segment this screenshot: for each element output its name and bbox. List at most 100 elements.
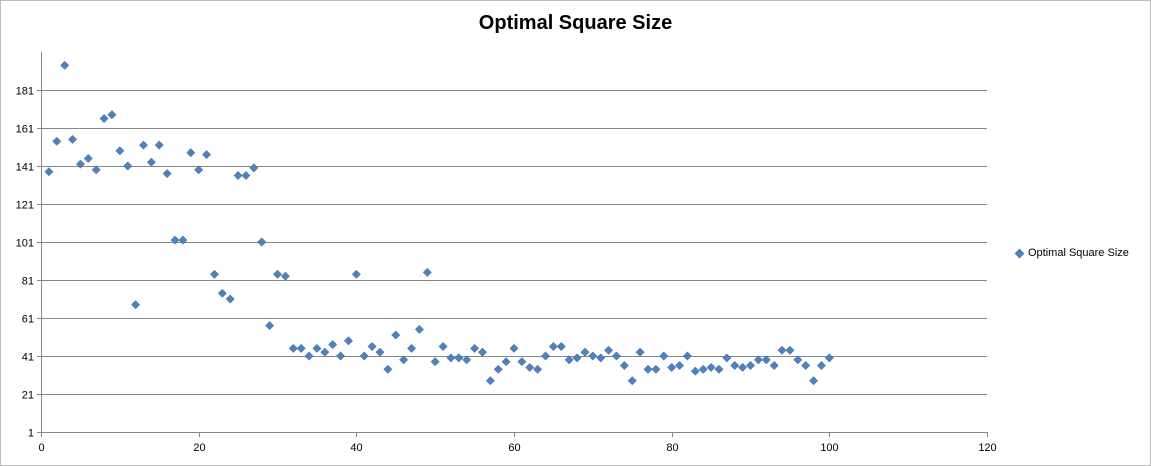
data-point — [60, 60, 70, 70]
data-point — [659, 351, 669, 361]
data-point — [588, 351, 598, 361]
data-point — [722, 353, 732, 363]
data-point — [399, 355, 409, 365]
data-point — [714, 364, 724, 374]
data-point — [517, 357, 527, 367]
data-point — [611, 351, 622, 361]
data-point — [580, 347, 590, 357]
data-point — [801, 360, 811, 371]
x-tick-label: 60 — [508, 442, 520, 454]
data-point — [146, 157, 156, 167]
data-point — [209, 269, 219, 279]
x-tick-label: 0 — [38, 442, 44, 454]
data-point — [816, 360, 827, 371]
y-tick-label: 41 — [22, 352, 34, 364]
data-point — [738, 362, 748, 372]
data-point — [698, 364, 708, 374]
data-point — [178, 235, 188, 245]
data-point — [477, 347, 488, 357]
data-point — [501, 357, 511, 367]
data-point — [454, 353, 464, 363]
data-point — [730, 360, 740, 371]
data-point — [52, 136, 62, 146]
data-point — [194, 165, 204, 175]
data-point — [824, 353, 834, 363]
data-point — [525, 362, 535, 372]
x-tick-label: 80 — [666, 442, 678, 454]
data-point — [170, 235, 180, 245]
data-point — [406, 343, 417, 353]
data-point — [351, 269, 361, 279]
data-point — [288, 343, 298, 353]
data-point — [257, 237, 267, 247]
gridlines — [41, 90, 987, 395]
axes — [37, 52, 988, 437]
data-point — [99, 113, 109, 124]
data-point — [383, 364, 393, 374]
data-point — [320, 347, 330, 357]
data-point — [241, 170, 251, 181]
data-point — [336, 351, 346, 361]
data-point — [123, 161, 133, 171]
data-point — [430, 357, 440, 367]
data-point — [761, 355, 771, 365]
x-tick-label: 20 — [193, 442, 205, 454]
data-point — [809, 376, 819, 386]
data-point — [233, 170, 243, 181]
y-tick-label: 1 — [28, 428, 34, 440]
data-point — [44, 167, 54, 177]
data-point — [115, 146, 125, 156]
data-point — [67, 134, 78, 144]
legend-label: Optimal Square Size — [1028, 247, 1129, 259]
data-point — [769, 360, 779, 371]
data-point — [509, 343, 519, 353]
data-point — [690, 366, 700, 376]
data-point — [667, 362, 677, 372]
data-point — [548, 341, 558, 352]
data-point — [627, 376, 637, 386]
data-point — [154, 140, 164, 150]
data-point — [540, 351, 551, 361]
data-point — [674, 360, 685, 371]
data-point — [75, 159, 85, 169]
data-point — [706, 362, 716, 372]
data-point — [651, 364, 661, 374]
data-point — [131, 300, 141, 310]
data-point — [375, 347, 385, 357]
data-point — [391, 330, 401, 340]
data-point — [777, 345, 787, 355]
y-tick-label: 141 — [16, 162, 34, 174]
data-point — [533, 364, 543, 374]
data-point — [785, 345, 795, 355]
data-point — [446, 353, 456, 363]
x-tick-label: 40 — [350, 442, 362, 454]
x-tick-label: 120 — [978, 442, 996, 454]
data-point — [272, 269, 283, 279]
data-point — [328, 340, 338, 350]
y-tick-label: 121 — [16, 200, 34, 212]
data-point — [107, 110, 117, 120]
data-point — [485, 376, 495, 386]
data-point — [745, 360, 756, 371]
data-point — [312, 343, 322, 353]
data-point — [422, 267, 432, 277]
legend: Optimal Square Size — [1014, 247, 1129, 259]
data-point — [186, 148, 196, 158]
y-tick-label: 181 — [16, 86, 34, 98]
data-point — [793, 355, 803, 365]
data-point — [201, 150, 212, 160]
y-tick-label: 21 — [22, 390, 34, 402]
data-point — [572, 353, 582, 363]
data-point — [643, 364, 653, 374]
y-tick-label: 161 — [16, 124, 34, 136]
x-tick-label: 100 — [820, 442, 838, 454]
y-tick-label: 81 — [22, 276, 34, 288]
data-point — [462, 355, 472, 365]
data-point — [619, 360, 629, 371]
data-point — [367, 341, 377, 352]
data-point — [438, 341, 448, 352]
data-point — [493, 364, 503, 374]
